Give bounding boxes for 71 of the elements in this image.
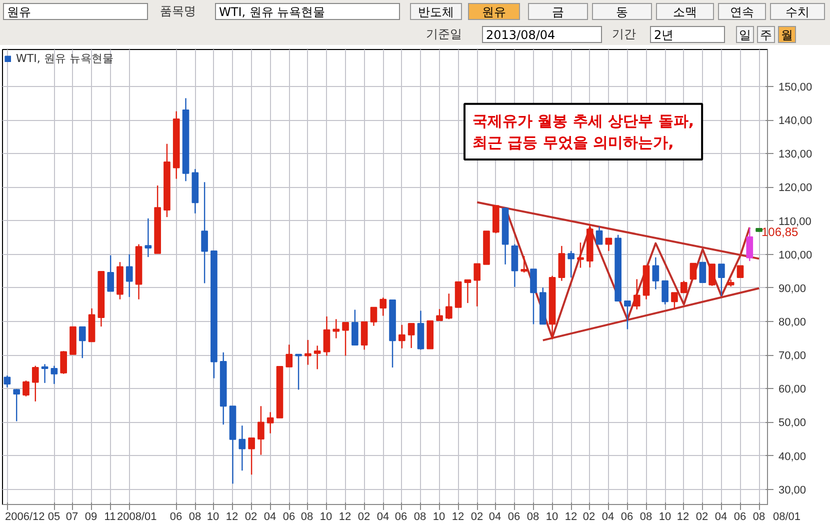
y-tick-label: 110,00: [778, 216, 812, 228]
y-tick-label: 150,00: [778, 81, 812, 94]
y-tick-label: 120,00: [778, 182, 812, 194]
y-tick-label: 140,00: [778, 115, 812, 128]
x-tick-label: 02: [582, 511, 596, 523]
y-tick-label: 40,00: [778, 450, 806, 463]
y-tick-label: 80,00: [778, 316, 806, 328]
text: 일: [736, 26, 754, 43]
x-tick-label: 10: [432, 511, 446, 523]
text: 2013/08/04: [482, 26, 602, 43]
y-tick-label: 30,00: [778, 484, 806, 496]
x-tick-label: 12: [226, 511, 238, 523]
text: 월: [778, 26, 796, 43]
text: 금: [528, 3, 588, 20]
y-tick-label: 50,00: [778, 417, 806, 430]
y-tick-label: 130,00: [778, 148, 812, 161]
x-tick-label: 10: [206, 511, 220, 523]
text: 원유: [468, 3, 520, 20]
y-tick-label: 70,00: [778, 350, 806, 362]
text: 연속: [718, 3, 766, 20]
x-tick-label: 08: [752, 511, 766, 523]
x-tick-label: 08: [526, 511, 540, 523]
x-tick-label: 09: [84, 511, 98, 523]
text: 기준일: [426, 26, 463, 43]
text: 품목명: [160, 3, 197, 20]
x-tick-label: 02: [358, 511, 370, 523]
text: 소맥: [656, 3, 714, 20]
x-tick-label: 04: [602, 511, 614, 523]
x-tick-label: 06: [282, 511, 296, 523]
x-tick-label: 2006/12: [5, 511, 45, 523]
x-tick-label: 10: [320, 511, 332, 523]
x-tick-label: 11: [104, 511, 116, 523]
x-tick-label: 02: [696, 511, 708, 523]
x-tick-label: 05: [48, 511, 60, 523]
x-tick-label: 08: [640, 511, 652, 523]
x-tick-label: 04: [488, 511, 502, 523]
x-tick-label: 02: [244, 511, 258, 523]
x-tick-label: 07: [66, 511, 78, 523]
text: 반도체: [410, 3, 462, 20]
text: 수치: [770, 3, 825, 20]
x-tick-label: 06: [508, 511, 520, 523]
y-tick-label: 100,00: [778, 249, 812, 262]
x-tick-label: 02: [470, 511, 484, 523]
x-tick-label: 04: [714, 511, 728, 523]
text: 동: [592, 3, 652, 20]
legend-label: WTI, 원유 뉴욕현물: [16, 51, 114, 66]
x-tick-label: 2008/01: [117, 511, 157, 523]
x-tick-label: 06: [394, 511, 408, 523]
x-tick-label: 10: [658, 511, 672, 523]
x-tick-label: 06: [620, 511, 634, 523]
x-tick-label: 12: [338, 511, 352, 523]
y-tick-label: 90,00: [778, 282, 806, 295]
text: 2년: [650, 26, 725, 43]
x-tick-label: 06: [170, 511, 182, 523]
x-tick-label: 06: [734, 511, 746, 523]
x-tick-label: 04: [376, 511, 390, 523]
x-tick-label: 10: [546, 511, 558, 523]
text: WTI, 원유 뉴욕현물: [215, 3, 400, 20]
x-tick-label: 12: [452, 511, 464, 523]
x-tick-label: 08: [414, 511, 426, 523]
annotation: 국제유가 월봉 추세 상단부 돌파, 최근 급등 무었을 의미하는가,: [472, 112, 694, 152]
x-tick-label: 08: [300, 511, 314, 523]
x-tick-label: 12: [564, 511, 578, 523]
text: 기간: [612, 26, 637, 43]
x-tick-label: 08: [188, 511, 202, 523]
x-tick-label: 12: [676, 511, 690, 523]
y-tick-label: 60,00: [778, 384, 806, 396]
text: 원유: [3, 3, 148, 20]
x-tick-label: 04: [264, 511, 276, 523]
text: 08/01: [773, 511, 801, 523]
text: 주: [757, 26, 775, 43]
